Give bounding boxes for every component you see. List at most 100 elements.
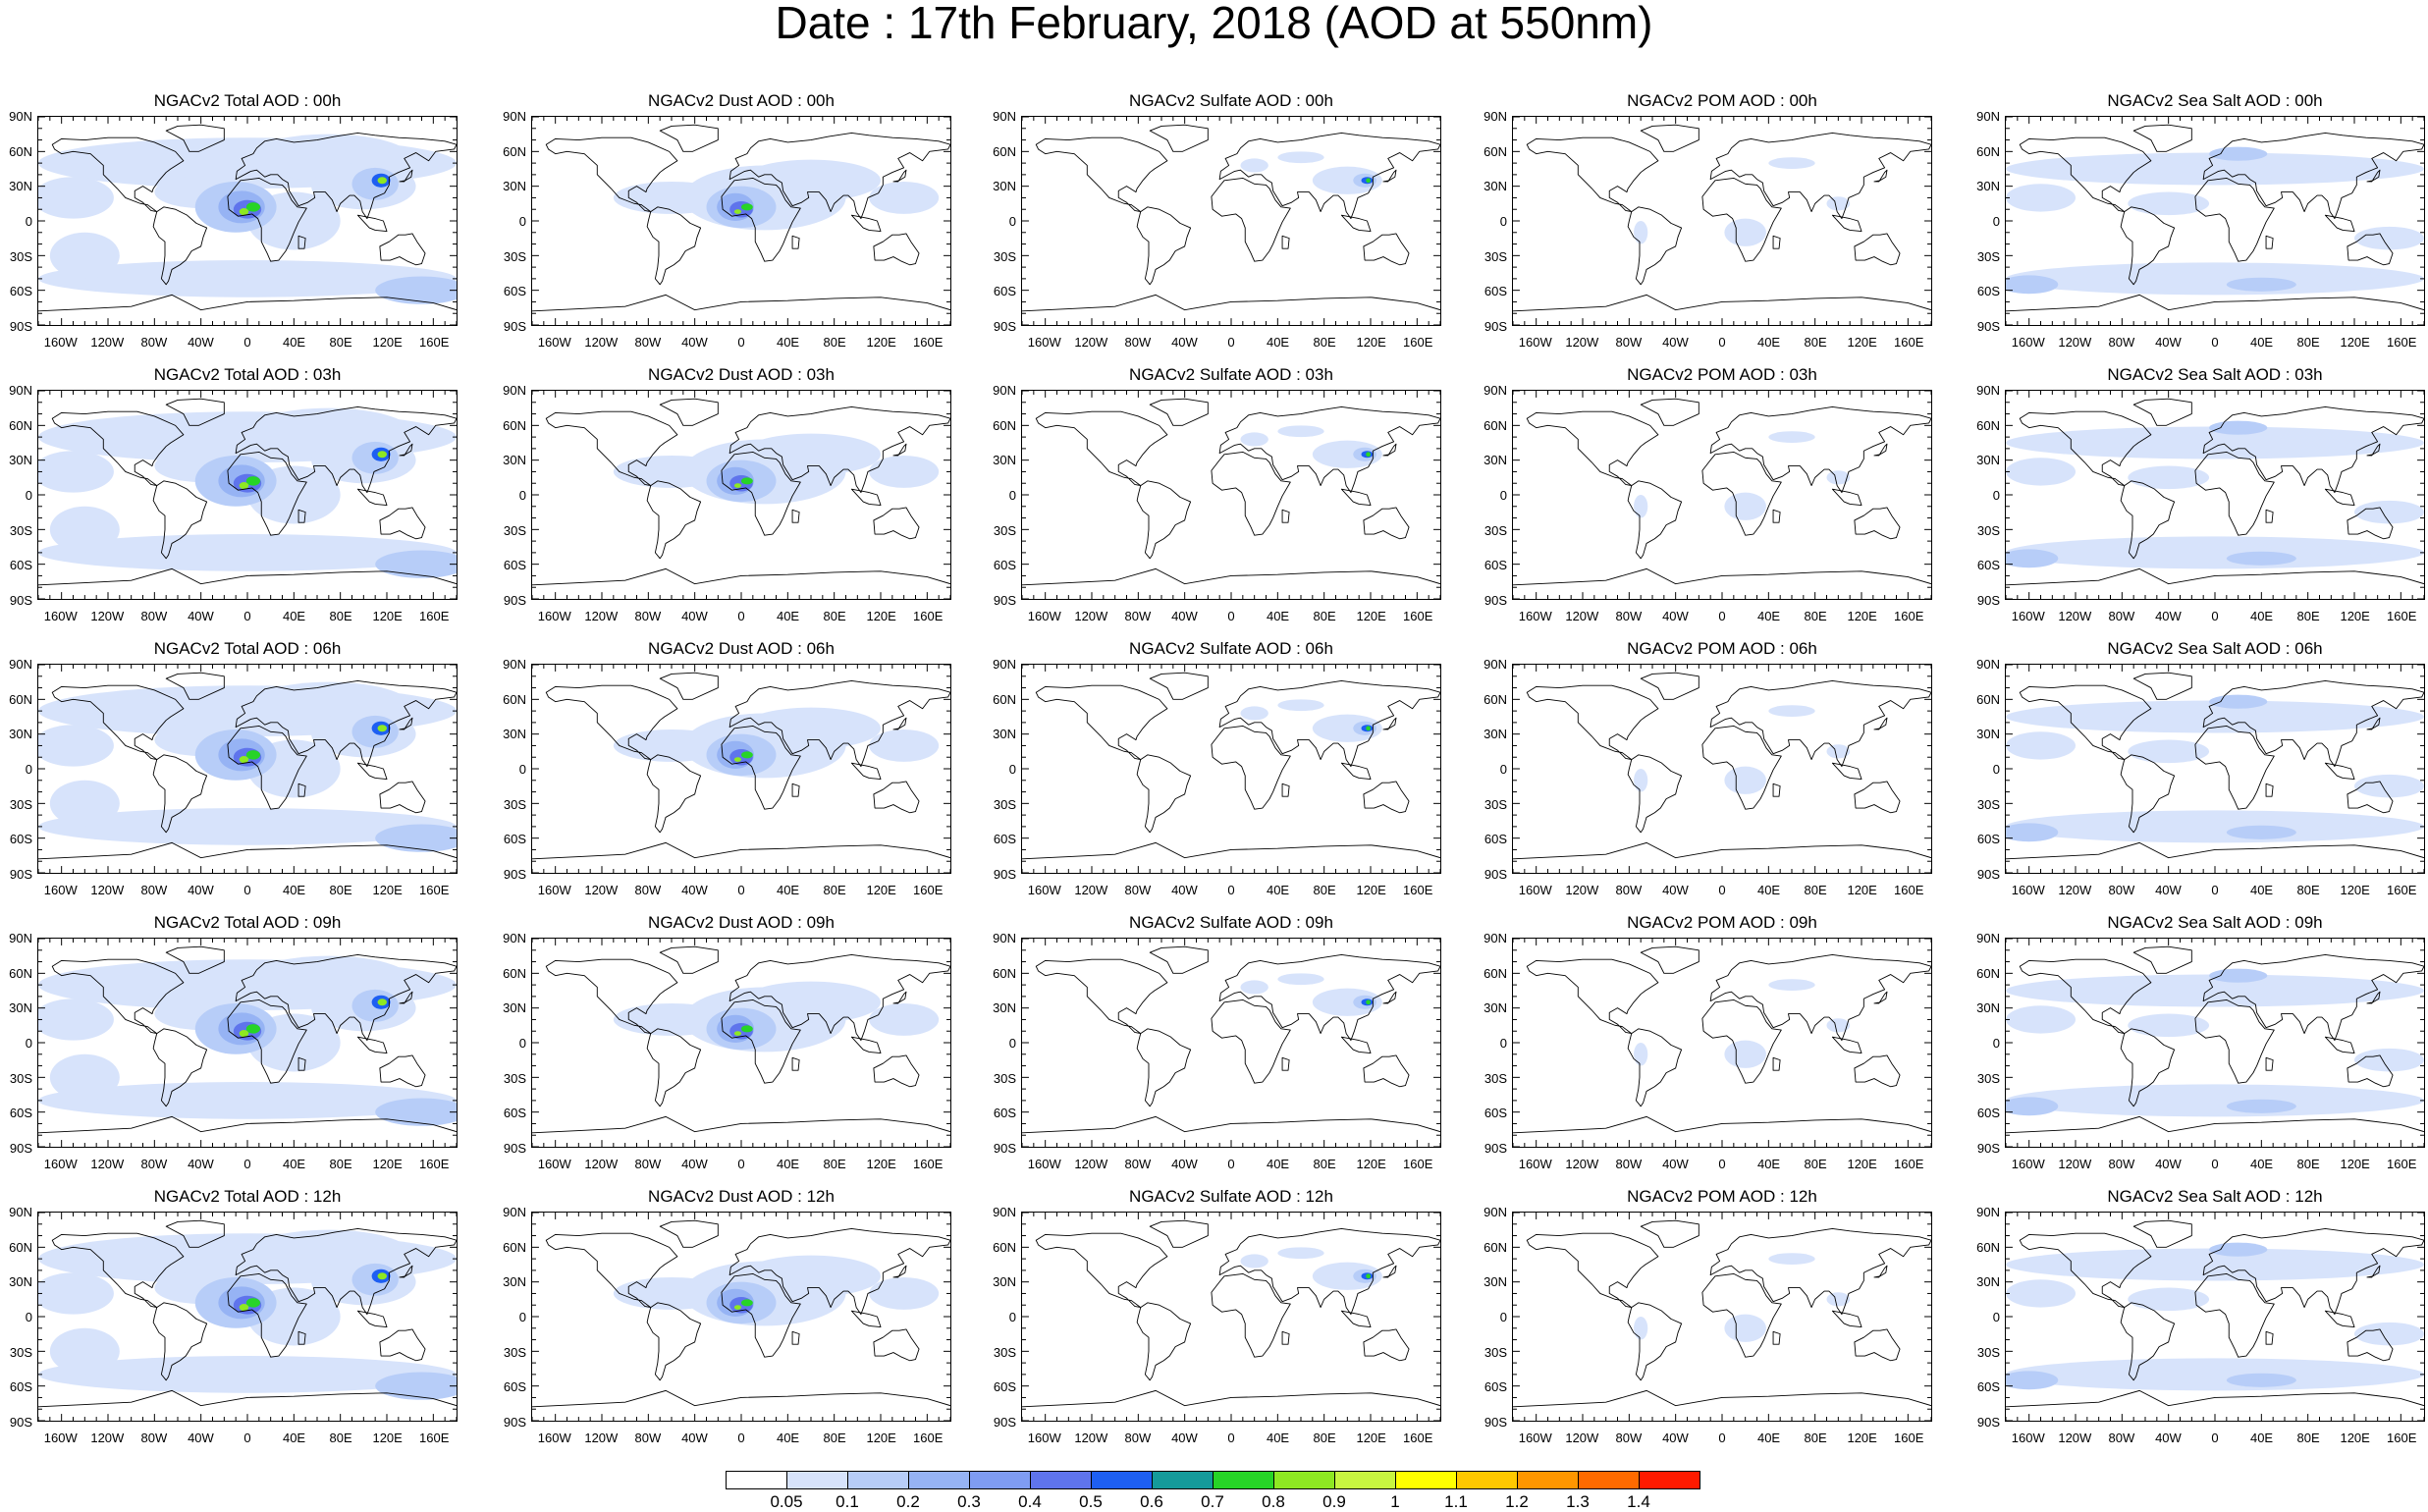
coastline [1627,480,1683,560]
panel-title: NGACv2 Sulfate AOD : 12h [1129,1187,1333,1206]
coastline [1382,717,1397,730]
lon-label: 120W [1565,883,1599,897]
lat-label: 30S [1976,796,2000,812]
map-plot [1512,664,1932,874]
aod-field [2354,1048,2424,1072]
lon-label: 40E [2249,883,2274,897]
lat-label: 90N [503,1205,526,1219]
aod-field [1826,196,1851,211]
coastline [1526,958,1659,1035]
lon-label: 40E [1266,335,1290,350]
aod-field [741,1255,881,1297]
aod-field [2006,1097,2059,1116]
aod-field [245,750,261,760]
coastline [1772,1330,1781,1345]
map-plot [1021,116,1441,326]
lon-label: 120W [90,1431,125,1445]
lon-label: 120E [372,609,403,623]
panel-title: NGACv2 Dust AOD : 06h [648,639,835,658]
aod-field [1312,988,1382,1016]
lat-label: 30N [9,1000,32,1016]
lat-label: 30N [9,179,32,194]
coastline [1831,488,1862,507]
aod-field [2128,1013,2210,1038]
lon-label: 80E [1804,335,1827,350]
colorbar-swatch [847,1471,909,1489]
coastline [152,1028,208,1107]
coastline [545,136,678,213]
lat-label: 0 [1008,1310,1016,1324]
coastline [728,953,950,1042]
aod-field [733,1031,741,1036]
aod-field [1312,166,1382,194]
aod-field [375,1098,457,1126]
panel-title: NGACv2 Sea Salt AOD : 06h [2107,639,2323,658]
aod-field [2006,1084,2424,1117]
lat-label: 90S [1484,1141,1507,1156]
lon-label: 40E [282,883,306,897]
coastline [659,945,719,974]
coastline [2324,214,2355,233]
map-svg [532,1213,950,1421]
aod-field [2226,1373,2296,1387]
aod-field [38,451,114,493]
lon-label: 40W [188,1431,214,1445]
lon-label: 40E [1266,1157,1290,1171]
lon-label: 160W [43,883,78,897]
lon-label: 120E [1356,609,1386,623]
coastline [873,1328,920,1362]
aod-field [377,451,387,459]
map-plot [37,1212,458,1422]
lon-label: 120W [584,335,619,350]
lat-label: 90N [503,657,526,672]
lon-label: 80W [1615,609,1643,623]
lon-label: 120W [584,1431,619,1445]
coastline [1709,679,1931,768]
lat-label: 30S [503,1070,526,1086]
coastline [728,405,950,494]
aod-field [1366,1273,1371,1279]
lon-label: 120E [2340,883,2370,897]
aod-field [1240,158,1268,173]
panel-title: NGACv2 Sea Salt AOD : 09h [2107,913,2323,932]
coastline [659,1219,719,1248]
lon-label: 0 [243,609,251,623]
lon-label: 40W [681,335,708,350]
antarctica-coastline [532,1115,950,1134]
lon-label: 120W [2058,335,2092,350]
coastline [399,169,413,183]
coastline [1627,754,1683,834]
aod-field [1768,705,1815,717]
lat-label: 60N [1976,691,2000,707]
panel-title: NGACv2 Sulfate AOD : 03h [1129,365,1333,384]
coastline [721,725,801,810]
lon-label: 40W [681,1431,708,1445]
lon-label: 160W [1518,609,1552,623]
coastline [2132,945,2192,974]
map-plot [37,664,458,874]
lon-label: 40E [282,1431,306,1445]
lon-label: 40W [188,335,214,350]
aod-field [1277,151,1324,164]
lon-label: 40W [2155,883,2182,897]
lon-label: 40E [1266,1431,1290,1445]
antarctica-coastline [1513,841,1931,860]
lon-label: 120E [866,335,896,350]
coastline [356,488,388,507]
colorbar-swatch [1152,1471,1214,1489]
antarctica-coastline [38,294,457,312]
lat-label: 90N [993,657,1016,672]
lon-label: 40W [188,883,214,897]
lon-label: 120W [90,335,125,350]
coastline [721,451,801,536]
coastline [2366,443,2381,457]
coastline [51,958,185,1035]
lon-label: 80W [2108,609,2135,623]
lon-label: 80E [823,1431,846,1445]
coastline [235,132,457,220]
lon-label: 80E [2296,1157,2320,1171]
aod-field [2209,1242,2268,1257]
aod-field [733,209,741,214]
lon-label: 40W [1171,609,1198,623]
aod-field [1312,440,1382,468]
